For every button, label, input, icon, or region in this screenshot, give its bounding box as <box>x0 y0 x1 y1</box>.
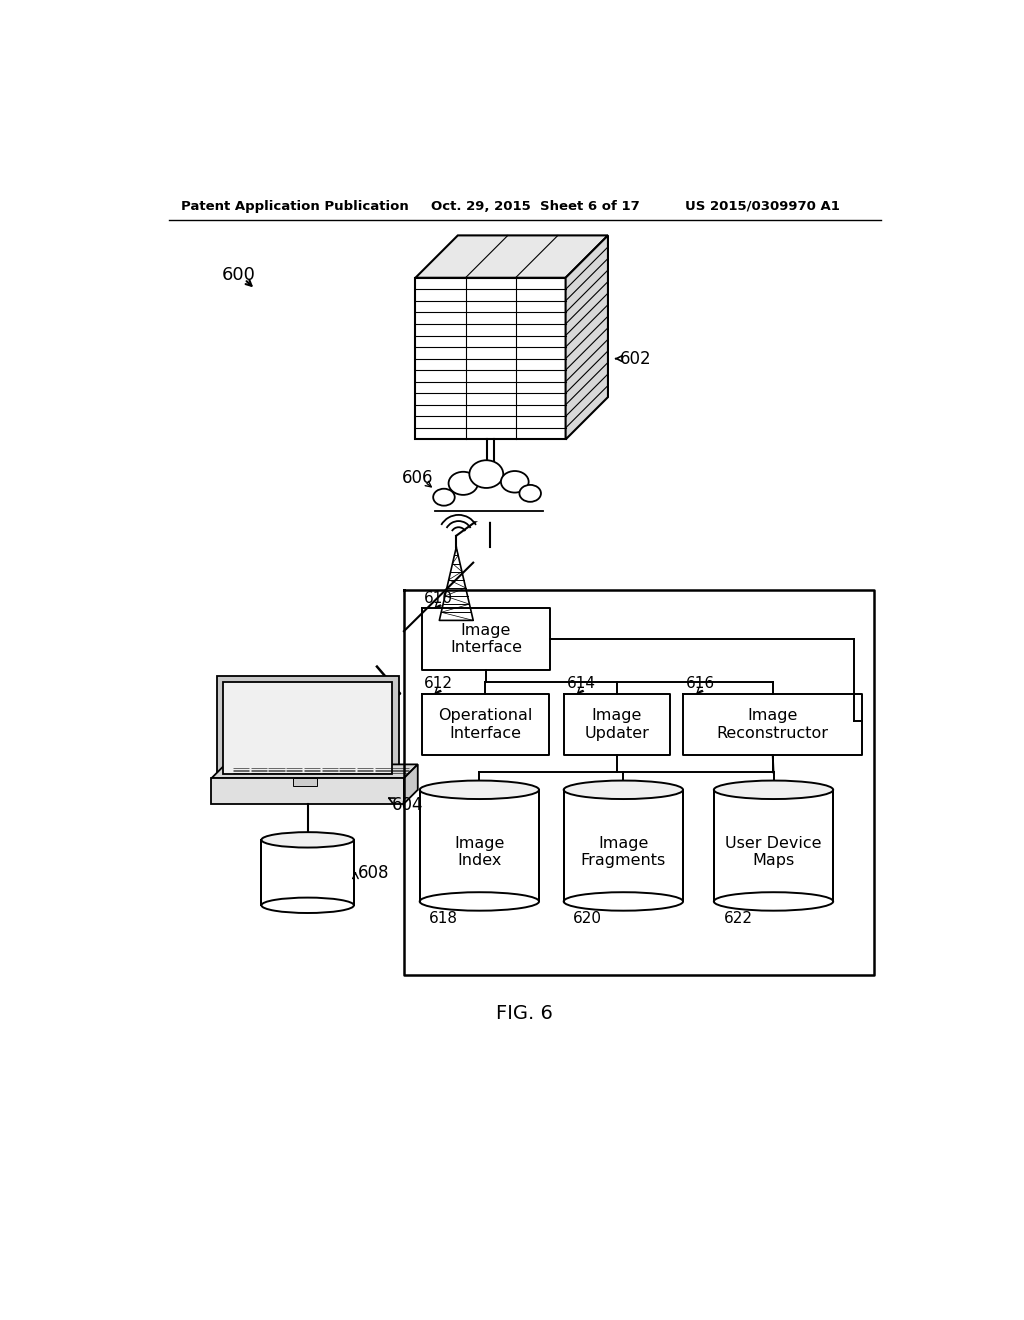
Ellipse shape <box>261 898 354 913</box>
Polygon shape <box>261 840 354 906</box>
Polygon shape <box>293 779 317 785</box>
Polygon shape <box>714 789 834 902</box>
Text: User Device
Maps: User Device Maps <box>725 836 821 869</box>
Ellipse shape <box>714 892 834 911</box>
Ellipse shape <box>449 471 478 495</box>
Text: 604: 604 <box>392 796 424 814</box>
Polygon shape <box>416 277 565 440</box>
Text: 606: 606 <box>401 469 433 487</box>
Ellipse shape <box>563 780 683 799</box>
Text: 620: 620 <box>573 911 602 927</box>
Ellipse shape <box>501 471 528 492</box>
Polygon shape <box>420 789 539 902</box>
Text: Operational
Interface: Operational Interface <box>438 708 532 741</box>
Ellipse shape <box>469 461 503 488</box>
Text: Patent Application Publication: Patent Application Publication <box>180 199 409 213</box>
Ellipse shape <box>436 488 544 521</box>
Text: US 2015/0309970 A1: US 2015/0309970 A1 <box>685 199 840 213</box>
Text: Image
Index: Image Index <box>455 836 505 869</box>
Text: 608: 608 <box>357 863 389 882</box>
Polygon shape <box>565 235 608 440</box>
Text: Image
Fragments: Image Fragments <box>581 836 666 869</box>
Polygon shape <box>416 235 608 277</box>
Polygon shape <box>211 779 403 804</box>
Text: Image
Updater: Image Updater <box>585 708 649 741</box>
Text: 600: 600 <box>221 267 255 284</box>
Polygon shape <box>403 764 418 804</box>
Text: 602: 602 <box>620 350 651 367</box>
Ellipse shape <box>420 780 539 799</box>
Ellipse shape <box>433 488 455 506</box>
Text: 622: 622 <box>724 911 753 927</box>
Text: 612: 612 <box>424 676 453 692</box>
Ellipse shape <box>261 832 354 847</box>
Ellipse shape <box>420 892 539 911</box>
Polygon shape <box>217 676 398 779</box>
Ellipse shape <box>563 892 683 911</box>
Polygon shape <box>563 789 683 902</box>
Polygon shape <box>211 764 418 779</box>
Text: 610: 610 <box>424 590 453 606</box>
Ellipse shape <box>714 780 834 799</box>
Text: 614: 614 <box>566 676 595 692</box>
Polygon shape <box>223 682 392 775</box>
Text: Image
Reconstructor: Image Reconstructor <box>717 708 828 741</box>
Text: 616: 616 <box>686 676 715 692</box>
Text: Oct. 29, 2015  Sheet 6 of 17: Oct. 29, 2015 Sheet 6 of 17 <box>431 199 640 213</box>
Text: Image
Interface: Image Interface <box>450 623 522 656</box>
Text: FIG. 6: FIG. 6 <box>497 1003 553 1023</box>
Text: 618: 618 <box>429 911 459 927</box>
Ellipse shape <box>519 484 541 502</box>
